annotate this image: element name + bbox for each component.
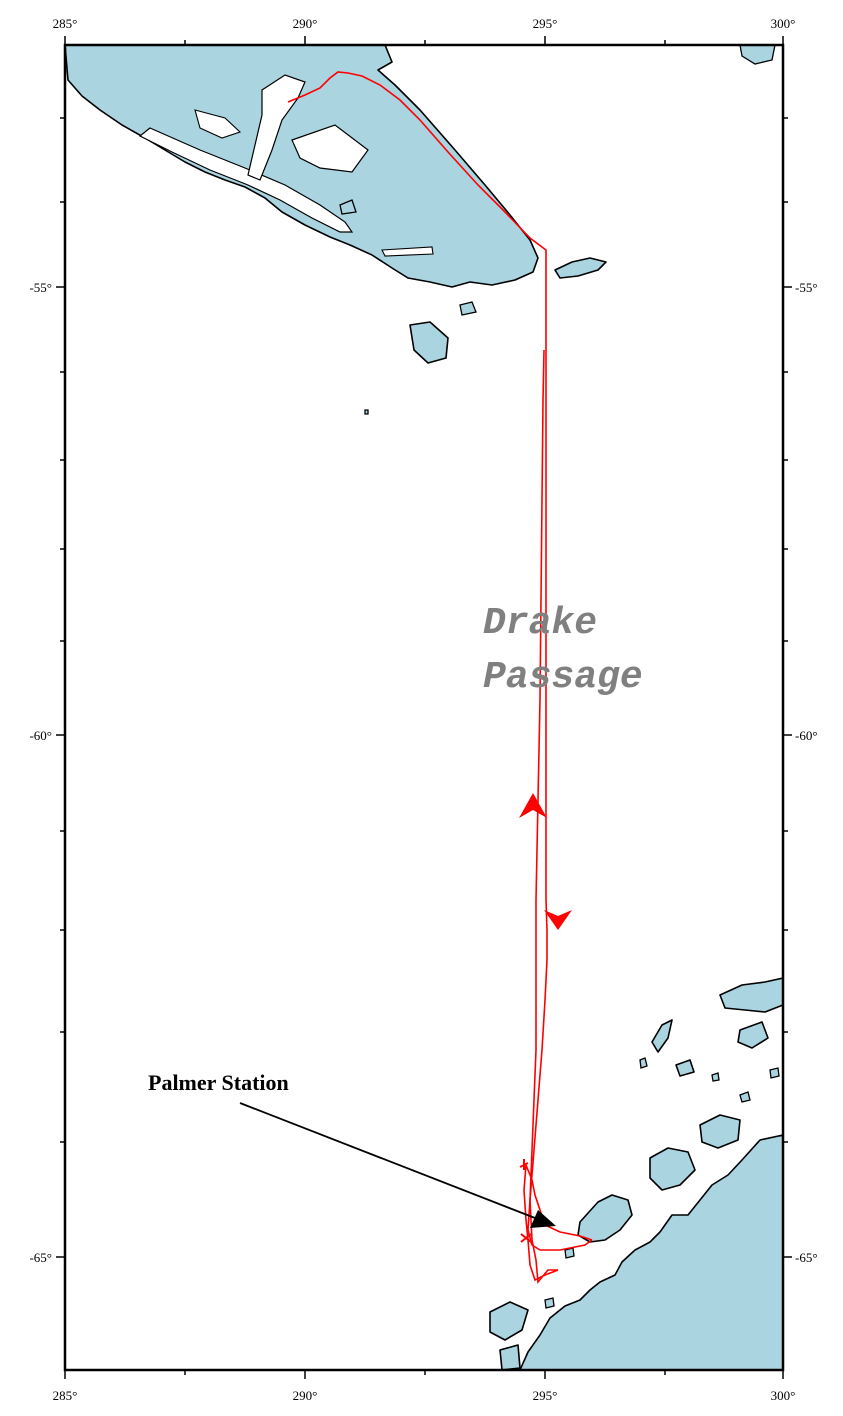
land-brabant-island [649,1147,696,1191]
land-island-d [651,1019,673,1053]
islet-5 [639,1057,648,1069]
track-outbound [287,71,593,1251]
region-label-line-2: Passage [483,656,643,699]
land-anvers-island [577,1194,633,1243]
x-tick-label-top-1: 285° [53,16,78,31]
y-tick-label-left-1: -55° [29,280,52,295]
x-tick-label-top-4: 300° [771,16,796,31]
y-tick-label-right-3: -65° [795,1250,818,1265]
x-tick-label-bottom-3: 295° [533,1388,558,1403]
land-island-g [499,1344,521,1370]
track-marker-1 [519,1159,529,1170]
x-tick-label-bottom-2: 290° [293,1388,318,1403]
islet-9 [711,1072,720,1082]
land-isla-estados [554,257,607,279]
ship-track [287,71,593,1284]
bay-inlet [291,124,369,173]
land-hoste-islands [409,321,449,364]
y-tick-label-right-1: -55° [795,280,818,295]
land-island-a [699,1114,741,1149]
islet-2 [339,199,357,215]
region-label-line-1: Drake [483,602,597,645]
islet-8 [769,1067,780,1079]
station-pointer-line [239,1102,536,1219]
y-tick-label-left-2: -60° [29,728,52,743]
land-island-b [719,977,783,1013]
station-pointer-arrowhead-icon [530,1210,556,1228]
islet-1 [459,301,477,316]
islet-10 [544,1297,555,1309]
channel-west [194,109,242,139]
x-tick-label-top-2: 290° [293,16,318,31]
y-tick-label-left-3: -65° [29,1250,52,1265]
land-antarctic-peninsula [519,1134,783,1370]
land-island-f [489,1301,529,1341]
lake [381,246,434,257]
track-marker-2 [520,1233,532,1243]
station-label: Palmer Station [148,1070,289,1095]
arrow-south-icon [544,910,572,930]
islet-7 [739,1091,751,1103]
islet-4 [739,45,776,65]
x-tick-label-bottom-4: 300° [771,1388,796,1403]
land-island-e [675,1059,695,1077]
x-tick-label-bottom-1: 285° [53,1388,78,1403]
land-island-c [737,1021,769,1049]
arrow-north-icon [519,793,547,818]
y-tick-label-right-2: -60° [795,728,818,743]
land-tierra-del-fuego [65,45,539,288]
x-tick-label-top-3: 295° [533,16,558,31]
map-frame [63,43,785,1372]
x-ticks [64,36,784,1379]
islet-3 [364,409,369,415]
y-ticks [56,117,792,1258]
